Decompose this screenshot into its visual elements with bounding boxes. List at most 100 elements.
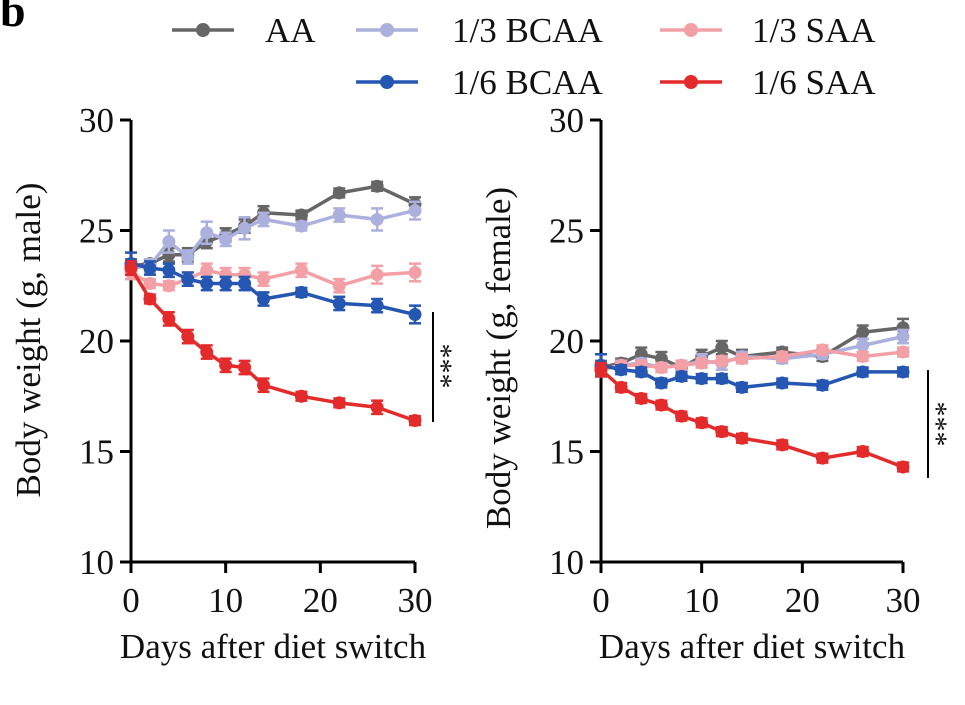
- data-point-1-3-saa: [370, 268, 384, 282]
- data-point-1-6-saa: [124, 261, 138, 275]
- data-point-1-6-bcaa: [181, 272, 195, 286]
- data-point-1-3-bcaa: [162, 235, 176, 249]
- data-point-1-6-saa: [162, 312, 176, 326]
- data-point-1-3-saa: [332, 279, 346, 293]
- data-point-1-3-bcaa: [219, 232, 233, 246]
- data-point-1-6-saa: [715, 425, 729, 439]
- data-point-1-6-bcaa: [219, 277, 233, 291]
- data-point-1-6-bcaa: [408, 307, 422, 321]
- y-tick-label: 10: [79, 543, 114, 582]
- data-point-1-3-saa: [715, 354, 729, 368]
- legend-marker-1-6-bcaa: [380, 75, 394, 89]
- y-axis-label: Body weight (g, female): [479, 187, 518, 529]
- x-tick-label: 0: [122, 581, 140, 620]
- data-point-1-6-saa: [675, 409, 689, 423]
- data-point-1-3-saa: [896, 345, 910, 359]
- data-point-1-6-bcaa: [775, 376, 789, 390]
- data-point-1-6-bcaa: [695, 372, 709, 386]
- data-point-1-6-bcaa: [143, 261, 157, 275]
- data-point-1-3-bcaa: [294, 219, 308, 233]
- data-point-aa: [332, 186, 346, 200]
- data-point-1-3-bcaa: [856, 338, 870, 352]
- data-point-1-3-bcaa: [370, 212, 384, 226]
- data-point-1-6-bcaa: [614, 363, 628, 377]
- data-point-aa: [715, 341, 729, 355]
- data-point-1-6-saa: [634, 391, 648, 405]
- data-point-1-3-saa: [695, 356, 709, 370]
- data-point-1-6-saa: [143, 292, 157, 306]
- data-point-1-6-bcaa: [257, 292, 271, 306]
- data-point-1-6-bcaa: [294, 285, 308, 299]
- data-point-1-6-saa: [200, 345, 214, 359]
- data-point-1-3-saa: [257, 272, 271, 286]
- data-point-aa: [294, 208, 308, 222]
- data-point-1-3-bcaa: [257, 212, 271, 226]
- y-tick-label: 20: [79, 322, 114, 361]
- x-tick-label: 20: [303, 581, 338, 620]
- data-point-aa: [856, 325, 870, 339]
- data-point-1-3-bcaa: [238, 221, 252, 235]
- data-point-1-6-bcaa: [162, 263, 176, 277]
- data-point-1-6-bcaa: [370, 299, 384, 313]
- data-point-1-6-saa: [594, 363, 608, 377]
- data-point-1-3-saa: [654, 361, 668, 375]
- data-point-1-6-saa: [257, 378, 271, 392]
- data-point-1-6-saa: [896, 460, 910, 474]
- x-tick-label: 30: [886, 581, 921, 620]
- y-tick-label: 15: [549, 433, 584, 472]
- y-axis-label: Body weight (g, male): [9, 183, 48, 498]
- legend-label-1-6-saa: 1/6 SAA: [752, 63, 876, 102]
- legend-label-1-3-bcaa: 1/3 BCAA: [452, 11, 603, 50]
- data-point-1-3-saa: [162, 279, 176, 293]
- x-tick-label: 0: [592, 581, 610, 620]
- series-1-6-saa: [124, 260, 422, 428]
- data-point-1-6-saa: [775, 438, 789, 452]
- data-point-1-6-saa: [219, 358, 233, 372]
- data-point-1-6-bcaa: [815, 378, 829, 392]
- series-1-6-bcaa: [124, 251, 422, 325]
- x-axis-label: Days after diet switch: [599, 627, 906, 666]
- legend-marker-1-3-bcaa: [380, 23, 394, 37]
- x-tick-label: 10: [208, 581, 243, 620]
- data-point-1-6-saa: [238, 361, 252, 375]
- data-point-1-6-bcaa: [735, 380, 749, 394]
- data-point-1-6-saa: [294, 389, 308, 403]
- series-1-6-bcaa: [594, 353, 910, 394]
- data-point-1-3-saa: [200, 263, 214, 277]
- data-point-1-3-saa: [815, 343, 829, 357]
- data-point-1-6-saa: [735, 431, 749, 445]
- series-1-6-saa: [594, 361, 910, 474]
- x-tick-label: 10: [684, 581, 719, 620]
- data-point-1-3-bcaa: [896, 330, 910, 344]
- y-tick-label: 15: [79, 433, 114, 472]
- data-point-1-3-saa: [143, 277, 157, 291]
- data-point-1-3-bcaa: [408, 204, 422, 218]
- x-tick-label: 30: [398, 581, 433, 620]
- y-tick-label: 25: [79, 212, 114, 251]
- data-point-1-3-bcaa: [181, 250, 195, 264]
- data-point-1-6-bcaa: [200, 277, 214, 291]
- data-point-1-3-saa: [735, 352, 749, 366]
- x-axis-label: Days after diet switch: [120, 627, 427, 666]
- data-point-1-6-bcaa: [856, 365, 870, 379]
- data-point-1-6-saa: [815, 451, 829, 465]
- y-tick-label: 10: [549, 543, 584, 582]
- data-point-1-3-bcaa: [332, 208, 346, 222]
- data-point-1-3-saa: [775, 349, 789, 363]
- data-point-1-6-saa: [181, 330, 195, 344]
- legend-marker-1-6-saa: [684, 75, 698, 89]
- y-tick-label: 25: [549, 212, 584, 251]
- significance-label: ***: [929, 402, 962, 447]
- data-point-1-3-saa: [675, 358, 689, 372]
- data-point-1-6-saa: [408, 414, 422, 428]
- legend-label-1-6-bcaa: 1/6 BCAA: [452, 63, 603, 102]
- legend-marker-aa: [196, 23, 210, 37]
- data-point-1-6-bcaa: [238, 277, 252, 291]
- x-tick-label: 20: [785, 581, 820, 620]
- data-point-1-6-bcaa: [332, 296, 346, 310]
- data-point-1-6-saa: [654, 398, 668, 412]
- y-tick-label: 20: [549, 322, 584, 361]
- data-point-1-6-saa: [856, 445, 870, 458]
